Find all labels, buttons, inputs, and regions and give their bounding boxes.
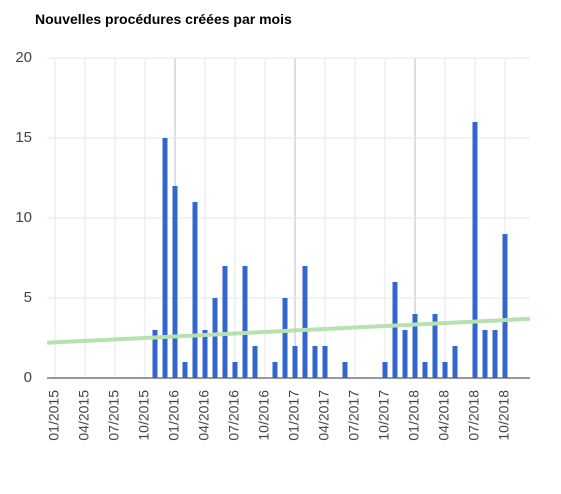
bar	[242, 266, 248, 378]
bar	[472, 122, 478, 378]
y-tick-label: 5	[24, 289, 32, 306]
x-tick-label: 07/2016	[226, 390, 242, 441]
bar	[222, 266, 228, 378]
x-tick-label: 07/2018	[466, 390, 482, 441]
bar	[382, 362, 388, 378]
y-tick-label: 10	[15, 209, 32, 226]
bar	[202, 330, 208, 378]
chart-title: Nouvelles procédures créées par mois	[35, 11, 292, 27]
bar	[232, 362, 238, 378]
bar	[172, 186, 178, 378]
bar	[192, 202, 198, 378]
bar	[152, 330, 158, 378]
bar	[412, 314, 418, 378]
x-tick-label: 01/2018	[406, 390, 422, 441]
bar	[392, 282, 398, 378]
bar	[502, 234, 508, 378]
x-tick-label: 01/2016	[166, 390, 182, 441]
y-tick-label: 15	[15, 129, 32, 146]
bar	[322, 346, 328, 378]
bar	[252, 346, 258, 378]
bar	[482, 330, 488, 378]
x-tick-label: 04/2018	[436, 390, 452, 441]
bar	[272, 362, 278, 378]
bar	[302, 266, 308, 378]
bar	[452, 346, 458, 378]
bar	[282, 298, 288, 378]
bar	[182, 362, 188, 378]
x-tick-label: 07/2015	[106, 390, 122, 441]
x-tick-label: 10/2016	[256, 390, 272, 441]
x-tick-label: 04/2016	[196, 390, 212, 441]
bar	[342, 362, 348, 378]
bar	[442, 362, 448, 378]
x-tick-label: 10/2018	[496, 390, 512, 441]
x-tick-label: 01/2015	[46, 390, 62, 441]
y-tick-label: 0	[24, 369, 32, 386]
x-tick-label: 04/2017	[316, 390, 332, 441]
trend-line	[46, 316, 531, 345]
x-tick-label: 07/2017	[346, 390, 362, 441]
x-tick-label: 10/2017	[376, 390, 392, 441]
bar	[312, 346, 318, 378]
x-tick-label: 01/2017	[286, 390, 302, 441]
bar	[162, 138, 168, 378]
bar	[292, 346, 298, 378]
x-tick-label: 10/2015	[136, 390, 152, 441]
x-tick-label: 04/2015	[76, 390, 92, 441]
bar	[402, 330, 408, 378]
y-tick-label: 20	[15, 49, 32, 66]
bar	[422, 362, 428, 378]
bar	[432, 314, 438, 378]
bar	[492, 330, 498, 378]
bar	[212, 298, 218, 378]
